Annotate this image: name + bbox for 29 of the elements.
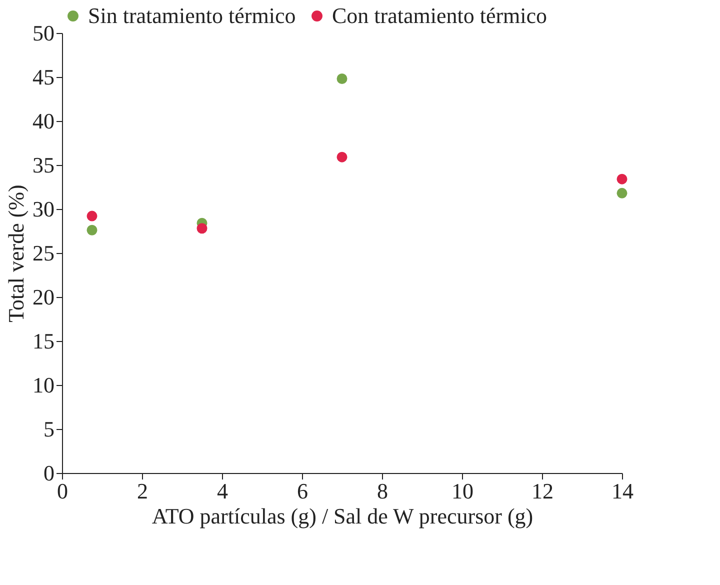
point <box>86 210 98 222</box>
point <box>196 223 208 234</box>
y-tick-label: 15 <box>32 328 54 354</box>
x-tick-label: 4 <box>217 478 228 504</box>
point <box>616 174 628 184</box>
y-tick-label: 20 <box>32 284 54 310</box>
y-tick-label: 50 <box>32 20 54 46</box>
point <box>616 188 628 198</box>
x-axis-title: ATO partículas (g) / Sal de W precursor (g) <box>152 504 534 528</box>
x-tick-label: 12 <box>532 478 554 504</box>
point <box>86 224 98 236</box>
x-tick-label: 8 <box>377 478 388 504</box>
y-tick-label: 45 <box>32 64 54 90</box>
legend-label: Sin tratamiento térmico <box>88 3 296 28</box>
y-tick-label: 10 <box>32 372 54 398</box>
y-tick-label: 35 <box>32 152 54 178</box>
point <box>336 74 348 84</box>
x-tick-label: 10 <box>452 478 474 504</box>
y-tick-label: 0 <box>44 460 54 486</box>
y-tick-label: 30 <box>32 196 54 222</box>
x-tick-label: 14 <box>612 478 634 504</box>
x-tick-label: 6 <box>297 478 308 504</box>
y-tick-label: 5 <box>44 416 54 442</box>
y-axis-title: Total verde (%) <box>4 184 28 322</box>
y-tick-label: 25 <box>32 240 54 266</box>
x-tick-label: 2 <box>137 478 148 504</box>
y-tick-label: 40 <box>32 108 54 134</box>
point <box>336 152 348 162</box>
legend-label: Con tratamiento térmico <box>332 3 548 28</box>
